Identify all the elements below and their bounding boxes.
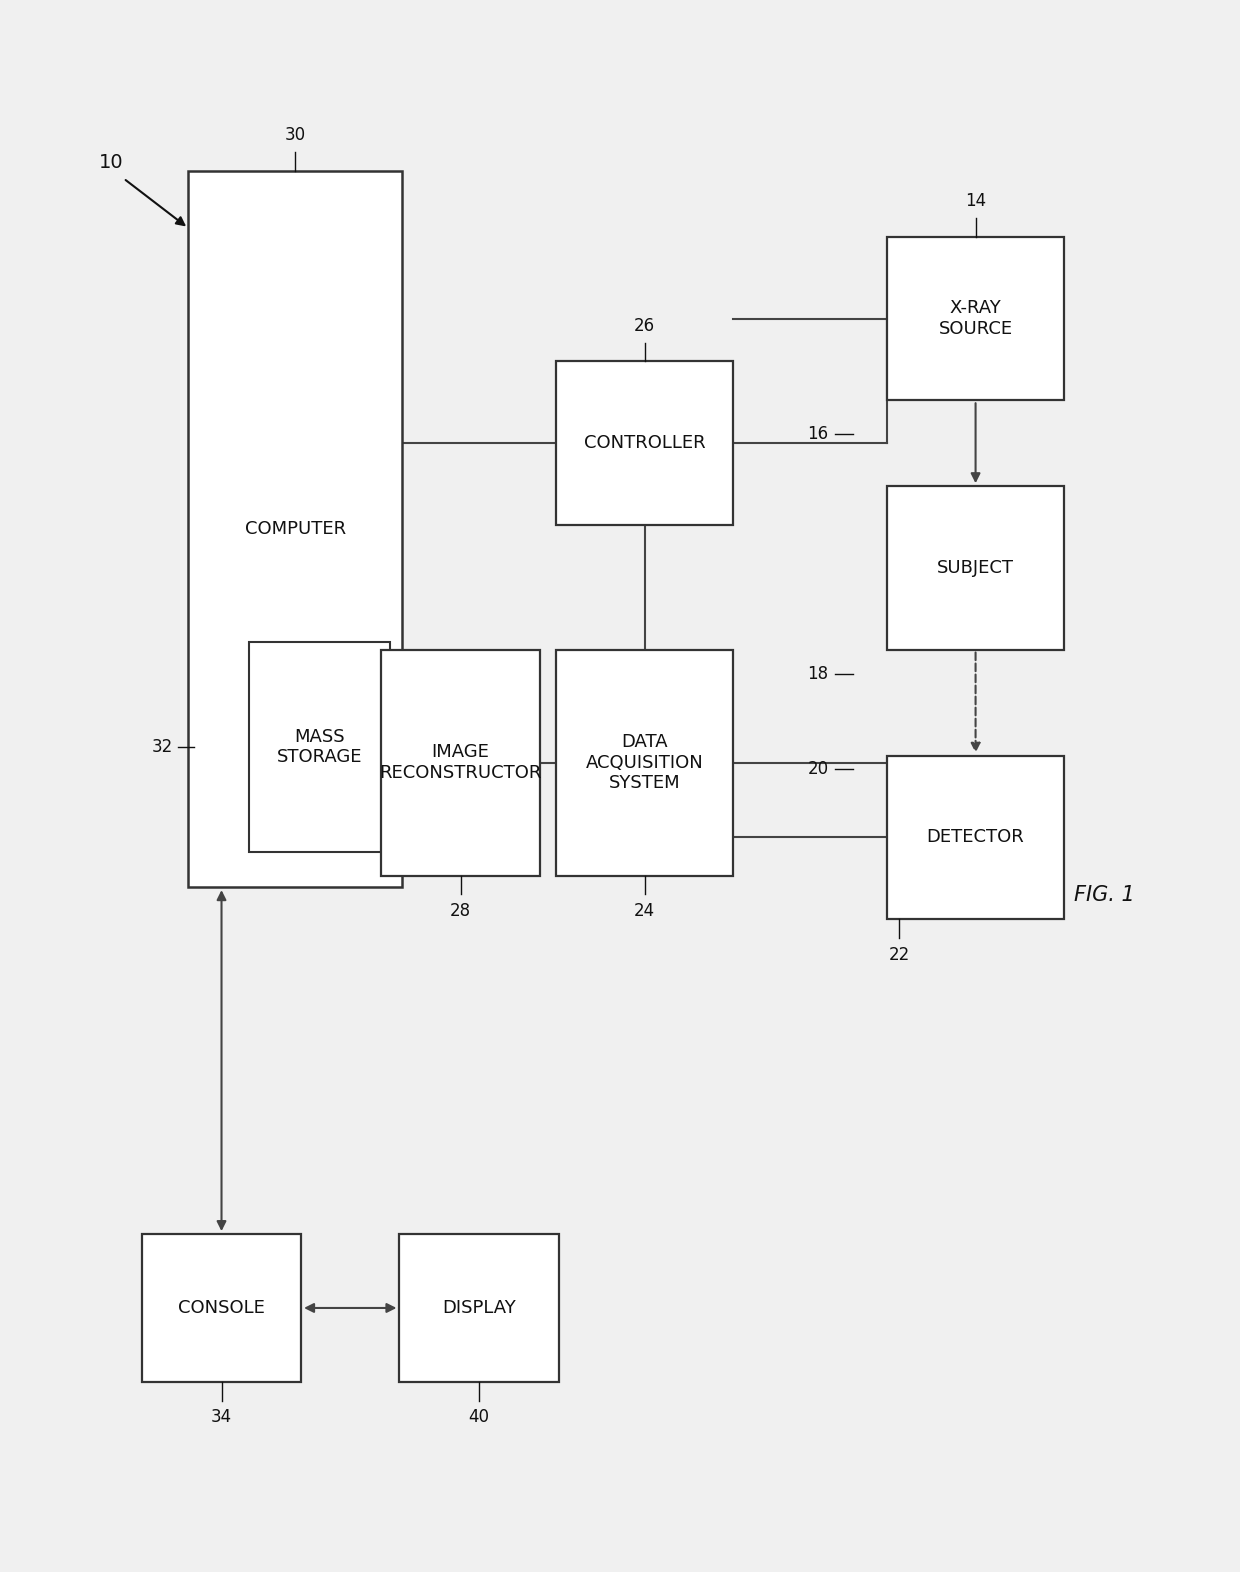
Text: 30: 30: [284, 126, 305, 145]
Text: COMPUTER: COMPUTER: [244, 520, 346, 538]
Text: 20: 20: [807, 759, 828, 778]
Text: 26: 26: [634, 318, 655, 335]
Bar: [141, 1234, 301, 1382]
Bar: [887, 756, 1064, 920]
Text: 16: 16: [807, 424, 828, 443]
Text: CONSOLE: CONSOLE: [179, 1298, 265, 1317]
Text: 14: 14: [965, 192, 986, 211]
Text: DISPLAY: DISPLAY: [443, 1298, 516, 1317]
Bar: [399, 1234, 559, 1382]
Text: 34: 34: [211, 1409, 232, 1426]
Bar: [187, 170, 402, 887]
Text: DETECTOR: DETECTOR: [926, 828, 1024, 846]
Bar: [381, 649, 541, 876]
Bar: [556, 649, 733, 876]
Bar: [249, 641, 391, 852]
Text: 18: 18: [807, 665, 828, 682]
Text: 32: 32: [151, 737, 174, 756]
Text: MASS
STORAGE: MASS STORAGE: [277, 728, 362, 767]
Text: 10: 10: [99, 152, 124, 173]
Bar: [887, 237, 1064, 401]
Text: 24: 24: [634, 902, 655, 920]
Text: X-RAY
SOURCE: X-RAY SOURCE: [939, 299, 1013, 338]
Text: DATA
ACQUISITION
SYSTEM: DATA ACQUISITION SYSTEM: [585, 733, 703, 792]
Text: 40: 40: [469, 1409, 490, 1426]
Text: CONTROLLER: CONTROLLER: [584, 434, 706, 453]
Text: IMAGE
RECONSTRUCTOR: IMAGE RECONSTRUCTOR: [379, 744, 542, 781]
Text: SUBJECT: SUBJECT: [937, 560, 1014, 577]
Text: 28: 28: [450, 902, 471, 920]
Text: FIG. 1: FIG. 1: [1074, 885, 1135, 905]
Text: 22: 22: [888, 946, 910, 964]
Bar: [887, 486, 1064, 649]
Bar: [556, 362, 733, 525]
